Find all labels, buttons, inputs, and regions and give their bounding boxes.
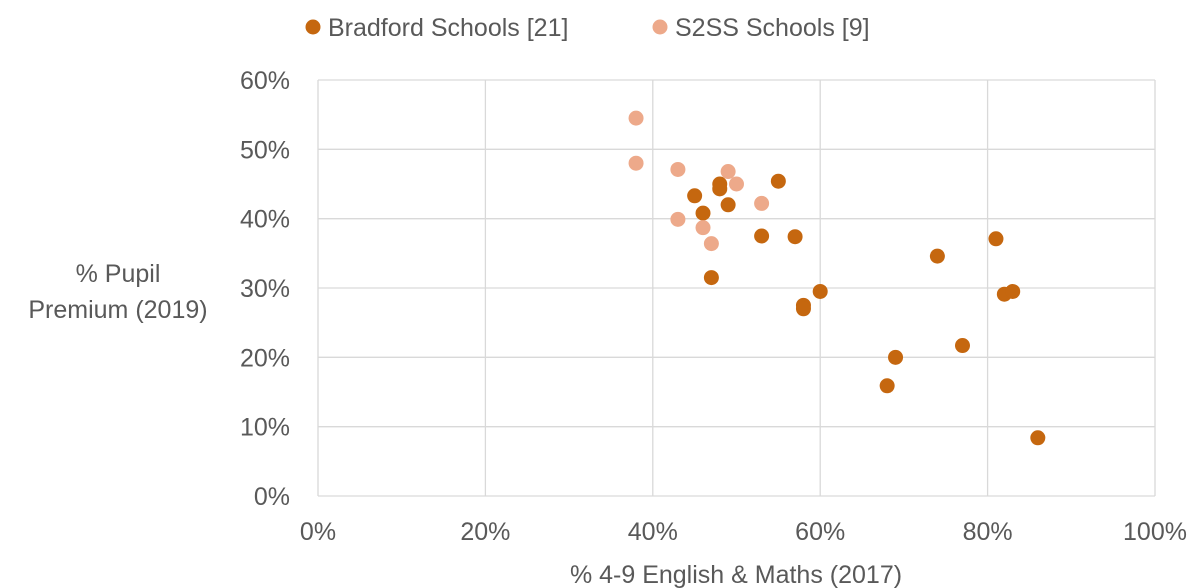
data-point [720,164,736,180]
x-axis-ticks: 0% 20% 40% 60% 80% 100% [300,518,1187,546]
y-axis-title-line-1: % Pupil [76,260,161,288]
data-point [787,229,803,245]
legend-marker-bradford [305,19,321,35]
data-point [729,176,744,192]
legend: Bradford Schools [21] S2SS Schools [9] [305,14,870,42]
data-point [703,236,719,252]
data-point [670,161,686,177]
data-point [770,173,786,189]
series-1 [687,173,1046,446]
data-point [628,155,644,171]
legend-label-bradford: Bradford Schools [21] [328,14,568,42]
gridlines [318,79,1156,496]
x-tick-label: 40% [628,518,678,546]
data-point [670,211,686,227]
y-tick-label: 60% [240,67,290,95]
y-tick-label: 40% [240,206,290,234]
data-point [812,283,828,299]
x-tick-label: 20% [460,518,510,546]
data-point [879,378,895,394]
series-2 [628,110,770,252]
legend-label-s2ss: S2SS Schools [9] [675,14,870,42]
y-tick-label: 10% [240,414,290,442]
data-point [929,248,945,264]
x-tick-label: 100% [1123,518,1187,546]
y-axis-ticks: 0% 10% 20% 30% 40% 50% 60% [240,67,290,511]
y-tick-label: 50% [240,136,290,164]
data-points [628,110,1046,446]
data-point [687,188,703,204]
data-point [754,195,770,211]
x-tick-label: 80% [963,518,1013,546]
data-point [703,270,719,286]
legend-marker-s2ss [652,19,668,35]
data-point [720,197,736,213]
data-point [695,220,711,236]
data-point [712,181,728,197]
y-tick-label: 0% [254,483,290,511]
y-axis-title-line-2: Premium (2019) [28,296,207,324]
x-tick-label: 60% [795,518,845,546]
data-point [1030,430,1046,446]
data-point [754,228,770,244]
y-tick-label: 20% [240,344,290,372]
data-point [954,338,970,354]
data-point [795,301,811,317]
data-point [1005,283,1021,299]
axes [317,80,1155,497]
x-tick-label: 0% [300,518,336,546]
data-point [628,110,644,126]
y-tick-label: 30% [240,275,290,303]
x-axis-title: % 4-9 English & Maths (2017) [570,561,902,588]
data-point [888,349,904,365]
data-point [988,231,1004,247]
data-point [695,205,711,221]
